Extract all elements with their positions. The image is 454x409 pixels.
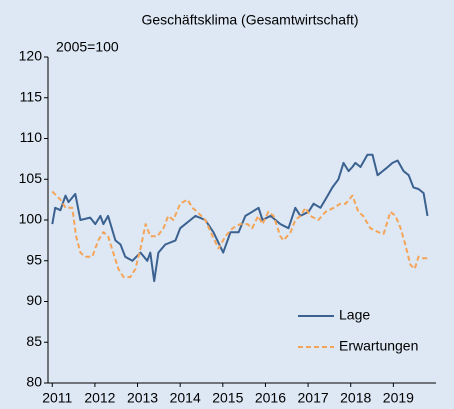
x-tick-label: 2013 <box>127 390 158 406</box>
y-tick-label: 105 <box>19 170 43 186</box>
data-line <box>51 190 429 279</box>
y-tick-label: 95 <box>26 251 42 267</box>
x-tick-label: 2016 <box>255 390 286 406</box>
x-tick-label: 2018 <box>340 390 371 406</box>
x-tick-label: 2015 <box>212 390 243 406</box>
x-tick-label: 2019 <box>383 390 414 406</box>
x-tick-label: 2012 <box>84 390 115 406</box>
chart-title: Geschäftsklima (Gesamtwirtschaft) <box>141 12 358 28</box>
legend-label: Erwartungen <box>339 338 418 354</box>
y-tick-label: 85 <box>26 333 42 349</box>
chart-subtitle: 2005=100 <box>56 39 119 55</box>
y-tick-label: 80 <box>26 374 42 390</box>
data-line <box>51 153 429 283</box>
y-tick-label: 110 <box>20 129 43 145</box>
x-tick-label: 2011 <box>42 390 72 406</box>
y-tick-label: 100 <box>19 211 43 227</box>
y-tick-label: 115 <box>20 88 43 104</box>
y-tick-label: 120 <box>19 48 43 64</box>
legend-label: Lage <box>339 307 370 323</box>
y-tick-label: 90 <box>26 292 42 308</box>
x-tick-label: 2014 <box>170 390 201 406</box>
x-tick-label: 2017 <box>298 390 329 406</box>
